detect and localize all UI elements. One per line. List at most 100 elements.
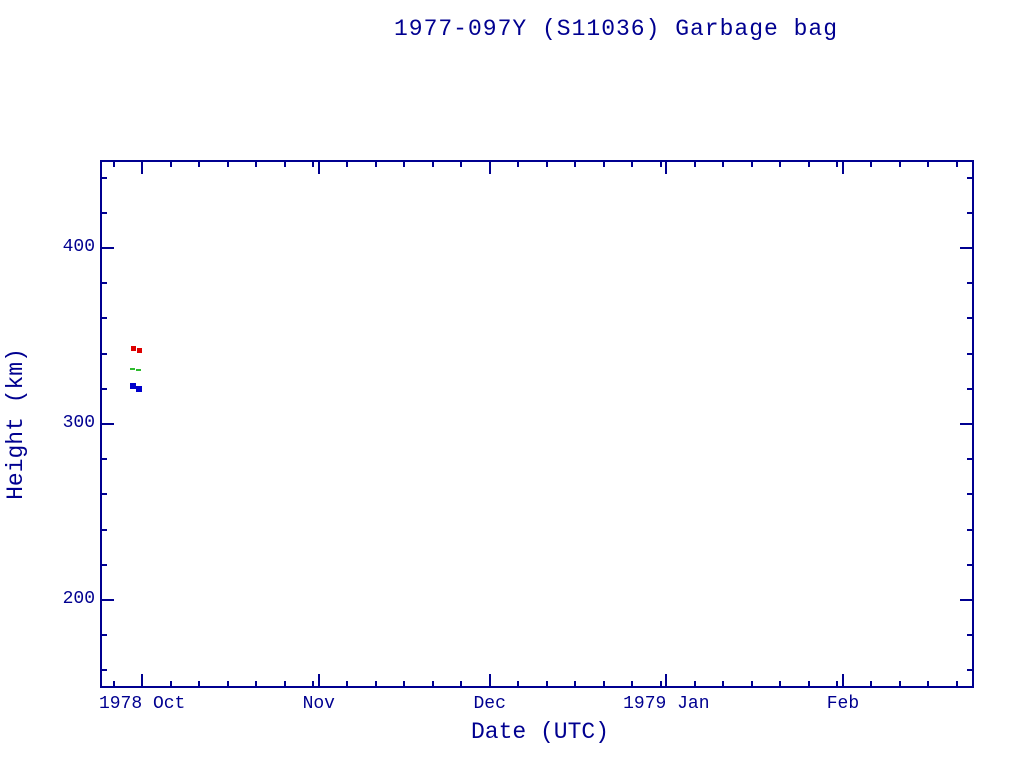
x-tick-label: Feb	[826, 694, 860, 714]
x-minor-tick	[722, 681, 725, 688]
data-point-marker	[129, 367, 135, 370]
y-minor-tick	[967, 458, 974, 461]
y-tick-label: 200	[62, 589, 95, 609]
data-point-marker	[136, 369, 142, 372]
x-minor-tick	[659, 160, 662, 167]
x-minor-tick	[312, 160, 315, 167]
y-axis-title: Height (km)	[3, 348, 29, 500]
x-minor-tick	[169, 160, 172, 167]
y-minor-tick	[967, 528, 974, 531]
x-axis-title: Date (UTC)	[470, 719, 610, 745]
y-minor-tick	[100, 458, 107, 461]
x-major-tick	[317, 674, 320, 688]
x-minor-tick	[226, 160, 229, 167]
y-major-tick	[960, 247, 974, 249]
x-minor-tick	[955, 160, 958, 167]
x-minor-tick	[602, 681, 605, 688]
data-point-marker	[130, 383, 137, 390]
y-minor-tick	[967, 563, 974, 566]
x-minor-tick	[631, 681, 634, 688]
x-tick-label: Dec	[473, 694, 506, 714]
x-minor-tick	[346, 160, 349, 167]
x-minor-tick	[836, 681, 839, 688]
y-minor-tick	[967, 669, 974, 672]
x-minor-tick	[431, 681, 434, 688]
x-minor-tick	[807, 681, 810, 688]
x-major-tick	[488, 160, 491, 174]
y-minor-tick	[967, 211, 974, 214]
x-minor-tick	[374, 681, 377, 688]
x-minor-tick	[460, 160, 463, 167]
y-major-tick	[100, 423, 114, 425]
x-tick-label: 1978 Oct	[98, 694, 186, 714]
x-minor-tick	[374, 160, 377, 167]
x-minor-tick	[750, 681, 753, 688]
x-minor-tick	[779, 681, 782, 688]
x-minor-tick	[255, 160, 258, 167]
x-major-tick	[317, 160, 320, 174]
y-major-tick	[100, 599, 114, 601]
x-minor-tick	[169, 681, 172, 688]
x-major-tick	[841, 160, 844, 174]
x-minor-tick	[870, 160, 873, 167]
x-minor-tick	[198, 681, 201, 688]
y-minor-tick	[967, 493, 974, 496]
y-tick-label: 300	[62, 413, 95, 433]
x-major-tick	[488, 674, 491, 688]
x-major-tick	[141, 160, 144, 174]
y-major-tick	[960, 599, 974, 601]
y-minor-tick	[100, 176, 107, 179]
x-minor-tick	[431, 160, 434, 167]
y-minor-tick	[967, 176, 974, 179]
y-minor-tick	[100, 493, 107, 496]
x-minor-tick	[807, 160, 810, 167]
x-minor-tick	[517, 681, 520, 688]
x-major-tick	[665, 160, 668, 174]
plot-frame	[100, 160, 974, 688]
x-minor-tick	[750, 160, 753, 167]
x-minor-tick	[403, 681, 406, 688]
y-minor-tick	[967, 387, 974, 390]
x-minor-tick	[574, 681, 577, 688]
data-point-marker	[136, 348, 142, 354]
x-minor-tick	[545, 160, 548, 167]
y-minor-tick	[100, 211, 107, 214]
x-minor-tick	[722, 160, 725, 167]
y-tick-label: 400	[62, 237, 95, 257]
x-minor-tick	[898, 681, 901, 688]
x-minor-tick	[198, 160, 201, 167]
x-minor-tick	[226, 681, 229, 688]
x-minor-tick	[283, 160, 286, 167]
y-minor-tick	[100, 528, 107, 531]
x-minor-tick	[779, 160, 782, 167]
x-minor-tick	[517, 160, 520, 167]
x-minor-tick	[460, 681, 463, 688]
y-minor-tick	[967, 634, 974, 637]
x-minor-tick	[836, 160, 839, 167]
y-major-tick	[100, 247, 114, 249]
x-minor-tick	[403, 160, 406, 167]
x-tick-label: Nov	[302, 694, 335, 714]
y-minor-tick	[100, 634, 107, 637]
x-tick-label: 1979 Jan	[623, 694, 710, 714]
x-minor-tick	[255, 681, 258, 688]
x-minor-tick	[602, 160, 605, 167]
x-minor-tick	[693, 681, 696, 688]
y-minor-tick	[967, 282, 974, 285]
y-minor-tick	[100, 669, 107, 672]
x-minor-tick	[574, 160, 577, 167]
x-minor-tick	[693, 160, 696, 167]
x-minor-tick	[631, 160, 634, 167]
x-minor-tick	[927, 681, 930, 688]
x-minor-tick	[545, 681, 548, 688]
x-minor-tick	[346, 681, 349, 688]
x-major-tick	[665, 674, 668, 688]
data-point-marker	[136, 385, 143, 392]
x-minor-tick	[870, 681, 873, 688]
x-minor-tick	[659, 681, 662, 688]
data-point-marker	[130, 345, 136, 351]
x-minor-tick	[955, 681, 958, 688]
x-major-tick	[141, 674, 144, 688]
y-minor-tick	[967, 317, 974, 320]
